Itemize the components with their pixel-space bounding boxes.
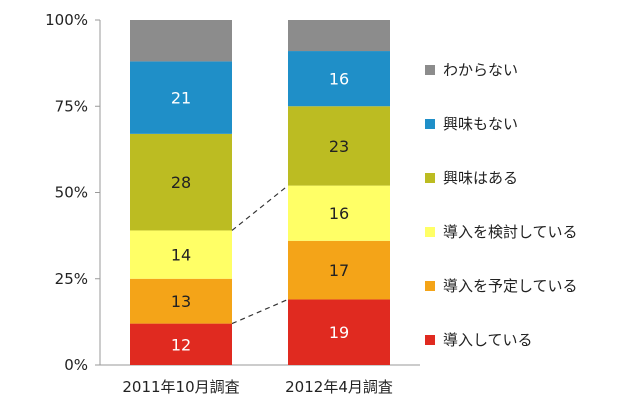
bar-value-label: 14 [171,246,191,265]
bar-value-label: 13 [171,292,191,311]
bar-segment [130,133,232,231]
bar-segment [288,51,390,107]
x-category-label: 2011年10月調査 [122,378,239,396]
bar-value-label: 16 [329,70,349,89]
legend-swatch [425,65,435,75]
bar-segment [288,240,390,300]
legend-swatch [425,335,435,345]
bar-segment [288,20,390,52]
bar-value-label: 23 [329,137,349,156]
legend-label: 興味もない [443,115,518,133]
axis-layer: 0% 25% 50% 75% 100% 2011年10月調査 2012年4月調査 [45,11,420,396]
legend-label: わからない [443,61,518,79]
bar-segment [288,299,390,365]
label-layer: 12 13 14 28 21 19 17 16 23 16 [171,70,349,355]
bar-segment [288,106,390,186]
y-tick-label: 75% [55,97,88,115]
legend-swatch [425,227,435,237]
bar-value-label: 21 [171,89,191,108]
connector-line [231,298,289,325]
legend-swatch [425,119,435,129]
bar-segment [288,185,390,241]
bar-segment [130,20,232,62]
legend-label: 導入を予定している [443,277,578,295]
bar-segment [130,278,232,324]
connector-layer [231,185,289,325]
bar-layer [130,20,390,365]
bar-value-label: 17 [329,261,349,280]
legend-label: 興味はある [443,169,518,187]
legend-swatch [425,281,435,291]
bar-value-label: 12 [171,335,191,354]
legend-swatch [425,173,435,183]
bar-value-label: 28 [171,173,191,192]
bar-segment [130,230,232,279]
legend-label: 導入している [443,331,533,349]
bar-value-label: 16 [329,204,349,223]
y-tick-label: 25% [55,270,88,288]
bar-segment [130,61,232,134]
bar-segment [130,323,232,365]
bar-value-label: 19 [329,323,349,342]
y-tick-label: 50% [55,184,88,202]
legend-label: 導入を検討している [443,223,578,241]
y-tick-label: 0% [64,356,88,374]
connector-line [231,185,289,231]
x-category-label: 2012年4月調査 [285,378,393,396]
y-tick-label: 100% [45,11,88,29]
